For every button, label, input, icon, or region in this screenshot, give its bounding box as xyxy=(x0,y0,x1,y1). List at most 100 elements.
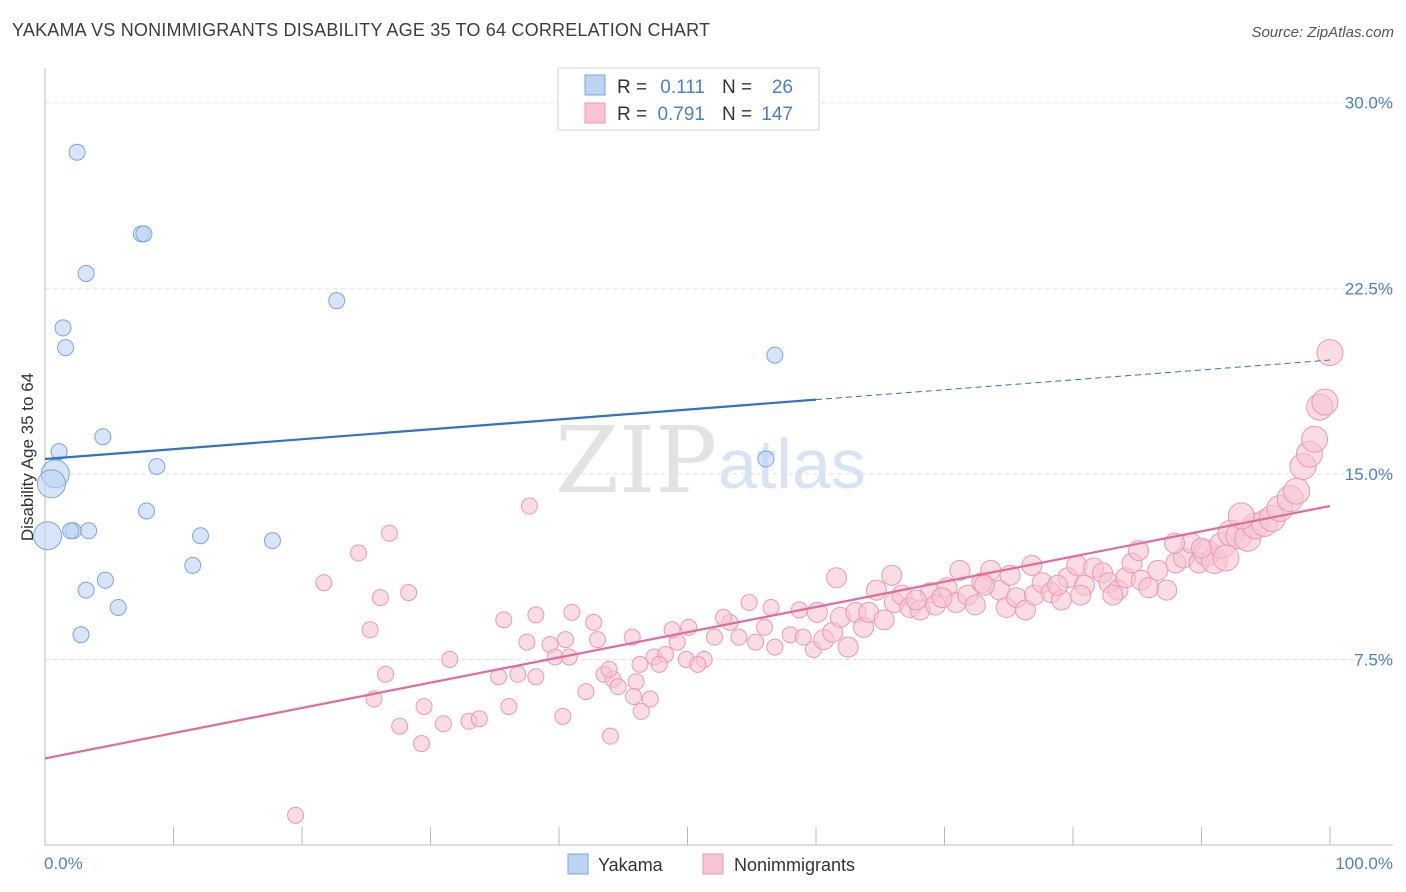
nonimmigrants-point xyxy=(730,628,748,646)
nonimmigrants-point xyxy=(391,717,409,735)
yakama-point xyxy=(33,521,63,551)
yakama-point xyxy=(148,457,166,475)
nonimmigrants-point xyxy=(625,688,643,706)
nonimmigrants-point xyxy=(380,524,398,542)
nonimmigrants-point xyxy=(413,735,431,753)
nonimmigrants-point xyxy=(873,609,895,631)
stats-n-value-yakama: 26 xyxy=(772,77,793,98)
nonimmigrants-point xyxy=(609,678,627,696)
nonimmigrants-point xyxy=(826,567,848,589)
legend-label-yakama[interactable]: Yakama xyxy=(598,855,664,875)
nonimmigrants-point xyxy=(1191,537,1212,559)
legend-label-nonimmigrants[interactable]: Nonimmigrants xyxy=(734,855,855,875)
yakama-point xyxy=(263,532,281,550)
watermark: ZIP atlas xyxy=(555,407,866,514)
nonimmigrants-point xyxy=(881,564,903,586)
nonimmigrants-point xyxy=(705,628,723,646)
nonimmigrants-point xyxy=(585,613,603,631)
yakama-point xyxy=(96,571,114,589)
nonimmigrants-point xyxy=(361,621,379,639)
nonimmigrants-point xyxy=(377,665,395,683)
nonimmigrants-point xyxy=(1316,339,1344,367)
yakama-point xyxy=(77,264,95,282)
stats-r-label-nonimmigrants: R = xyxy=(617,104,647,125)
y-tick-label: 15.0% xyxy=(1345,465,1393,484)
nonimmigrants-point xyxy=(441,650,459,668)
trend-lines xyxy=(44,359,1331,760)
nonimmigrants-point xyxy=(1147,559,1169,581)
nonimmigrants-point xyxy=(766,638,784,656)
stats-legend: R = 0.111 N = 26 R = 0.791 N = 147 xyxy=(557,67,820,131)
nonimmigrants-point xyxy=(1070,584,1092,606)
nonimmigrants-point xyxy=(762,598,780,616)
nonimmigrants-point xyxy=(527,606,545,624)
y-tick-label: 30.0% xyxy=(1345,94,1393,113)
x-ticks xyxy=(44,827,1331,845)
legend-swatch-nonimmigrants[interactable] xyxy=(702,853,724,875)
nonimmigrants-point xyxy=(400,584,418,602)
stats-swatch-yakama xyxy=(584,74,606,96)
nonimmigrants-point xyxy=(589,631,607,649)
nonimmigrants-point xyxy=(964,594,986,616)
nonimmigrants-point xyxy=(470,710,488,728)
nonimmigrants-point xyxy=(1301,425,1329,453)
x-tick-label-max: 100.0% xyxy=(1335,854,1393,873)
nonimmigrants-point xyxy=(632,702,650,720)
nonimmigrants-point xyxy=(350,544,368,562)
nonimmigrants-point xyxy=(415,697,433,715)
y-tick-label: 7.5% xyxy=(1354,650,1393,669)
nonimmigrants-point xyxy=(1283,477,1311,505)
nonimmigrants-point xyxy=(371,589,389,607)
nonimmigrants-point xyxy=(650,655,668,673)
nonimmigrants-point xyxy=(631,655,649,673)
nonimmigrants-point xyxy=(434,715,452,733)
nonimmigrants-point xyxy=(527,668,545,686)
nonimmigrants-point xyxy=(509,665,527,683)
yakama-point xyxy=(36,469,66,499)
yakama-point xyxy=(109,598,127,616)
nonimmigrants-point xyxy=(740,594,758,612)
stats-r-label-yakama: R = xyxy=(617,77,647,98)
chart-source: Source: ZipAtlas.com xyxy=(1251,24,1394,41)
stats-r-value-nonimmigrants: 0.791 xyxy=(657,104,705,125)
yakama-point xyxy=(68,143,86,161)
nonimmigrants-point xyxy=(905,589,927,611)
nonimmigrants-point xyxy=(747,633,765,651)
y-tick-labels: 7.5% 15.0% 22.5% 30.0% xyxy=(1345,94,1393,670)
nonimmigrants-point xyxy=(837,636,859,658)
yakama-point xyxy=(80,522,98,540)
nonimmigrants-point xyxy=(601,727,619,745)
nonimmigrants-point xyxy=(554,707,572,725)
nonimmigrants-points xyxy=(287,339,1344,824)
y-tick-label: 22.5% xyxy=(1345,279,1393,298)
yakama-points xyxy=(33,143,784,644)
nonimmigrants-point xyxy=(756,618,774,636)
yakama-point xyxy=(757,450,775,468)
yakama-point xyxy=(328,292,346,310)
legend-swatch-yakama[interactable] xyxy=(567,853,589,875)
gridlines xyxy=(45,102,1393,660)
yakama-point xyxy=(54,319,72,337)
nonimmigrants-point xyxy=(627,673,645,691)
watermark-atlas: atlas xyxy=(718,425,866,503)
nonimmigrants-point xyxy=(315,574,333,592)
nonimmigrants-point xyxy=(556,631,574,649)
nonimmigrants-point xyxy=(1138,577,1160,599)
nonimmigrants-trend-line xyxy=(44,504,1331,760)
yakama-point xyxy=(138,502,156,520)
nonimmigrants-point xyxy=(1156,579,1178,601)
stats-n-label-yakama: N = xyxy=(722,77,752,98)
yakama-point xyxy=(62,522,80,540)
stats-r-value-yakama: 0.111 xyxy=(660,77,705,98)
nonimmigrants-point xyxy=(641,690,659,708)
nonimmigrants-point xyxy=(794,628,812,646)
stats-n-label-nonimmigrants: N = xyxy=(722,104,752,125)
yakama-point xyxy=(184,556,202,574)
yakama-trend-line xyxy=(44,398,817,461)
nonimmigrants-point xyxy=(1047,574,1069,596)
nonimmigrants-point xyxy=(563,603,581,621)
nonimmigrants-point xyxy=(931,587,953,609)
nonimmigrants-point xyxy=(1311,388,1339,416)
y-axis-title: Disability Age 35 to 64 xyxy=(18,373,37,541)
